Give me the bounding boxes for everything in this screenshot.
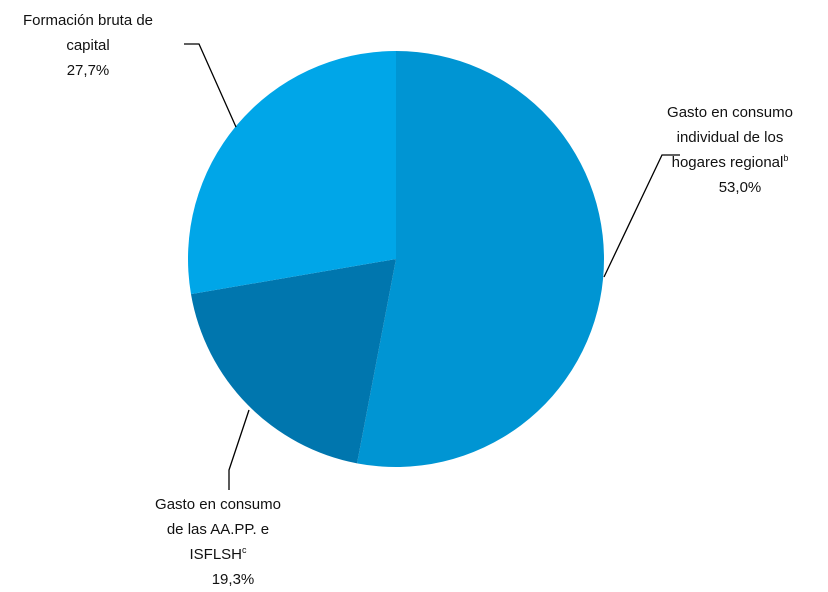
pie-slice	[187, 51, 396, 295]
slice-label: Gasto en consumo individual de los hogar…	[662, 100, 798, 200]
leader-line	[228, 409, 250, 490]
category-label: Gasto en consumo de las AA.PP. e ISFLSH	[155, 496, 281, 563]
wedges	[187, 51, 604, 467]
leader-line	[184, 43, 237, 128]
superscript: b	[783, 153, 789, 163]
superscript: c	[242, 545, 247, 555]
value-label: 53,0%	[718, 179, 762, 196]
slice-label: Formación bruta de capital 27,7%	[20, 8, 156, 83]
pie-slice	[190, 259, 396, 464]
leader-line	[603, 154, 680, 278]
value-label: 27,7%	[66, 62, 110, 79]
value-label: 19,3%	[211, 571, 255, 588]
slice-label: Gasto en consumo de las AA.PP. e ISFLSHc…	[150, 492, 286, 592]
category-label: Gasto en consumo individual de los hogar…	[667, 104, 793, 171]
category-label: Formación bruta de capital	[22, 12, 154, 54]
pie-slice	[357, 51, 604, 467]
